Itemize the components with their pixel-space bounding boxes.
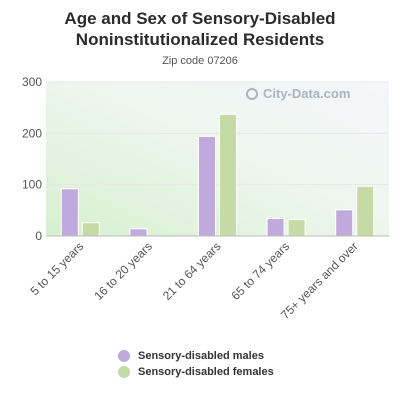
plot-area: [46, 82, 389, 236]
bar-females: [219, 113, 237, 237]
x-tick-label: 21 to 64 years: [160, 239, 224, 303]
y-tick-label: 0: [35, 229, 42, 243]
bar-females: [81, 222, 100, 237]
x-tick-label: 16 to 20 years: [91, 239, 155, 303]
legend-item-males: Sensory-disabled males: [118, 350, 264, 362]
bar-males: [335, 209, 354, 237]
bar-females: [287, 219, 306, 237]
y-tick-label: 100: [22, 178, 42, 192]
watermark-text: City-Data.com: [263, 86, 351, 101]
legend-label-males: Sensory-disabled males: [138, 350, 264, 362]
watermark: City-Data.com: [246, 86, 350, 101]
legend-swatch-females: [118, 366, 130, 378]
bar-males: [198, 135, 216, 237]
x-tick-label: 75+ years and over: [278, 239, 361, 322]
x-tick-label: 5 to 15 years: [27, 239, 86, 298]
chart-subtitle: Zip code 07206: [162, 55, 238, 67]
legend-label-females: Sensory-disabled females: [138, 366, 274, 378]
magnifier-icon: [246, 87, 258, 100]
x-tick-label: 65 to 74 years: [229, 239, 293, 303]
bar-males: [266, 218, 285, 237]
y-tick-label: 200: [22, 126, 42, 140]
y-tick-label: 300: [22, 75, 42, 89]
legend-swatch-males: [118, 350, 130, 362]
bar-males: [60, 188, 79, 237]
bar-males: [129, 228, 148, 237]
bar-females: [356, 185, 375, 237]
chart-title: Age and Sex of Sensory-Disabled Noninsti…: [64, 9, 336, 49]
legend-item-females: Sensory-disabled females: [118, 366, 274, 378]
